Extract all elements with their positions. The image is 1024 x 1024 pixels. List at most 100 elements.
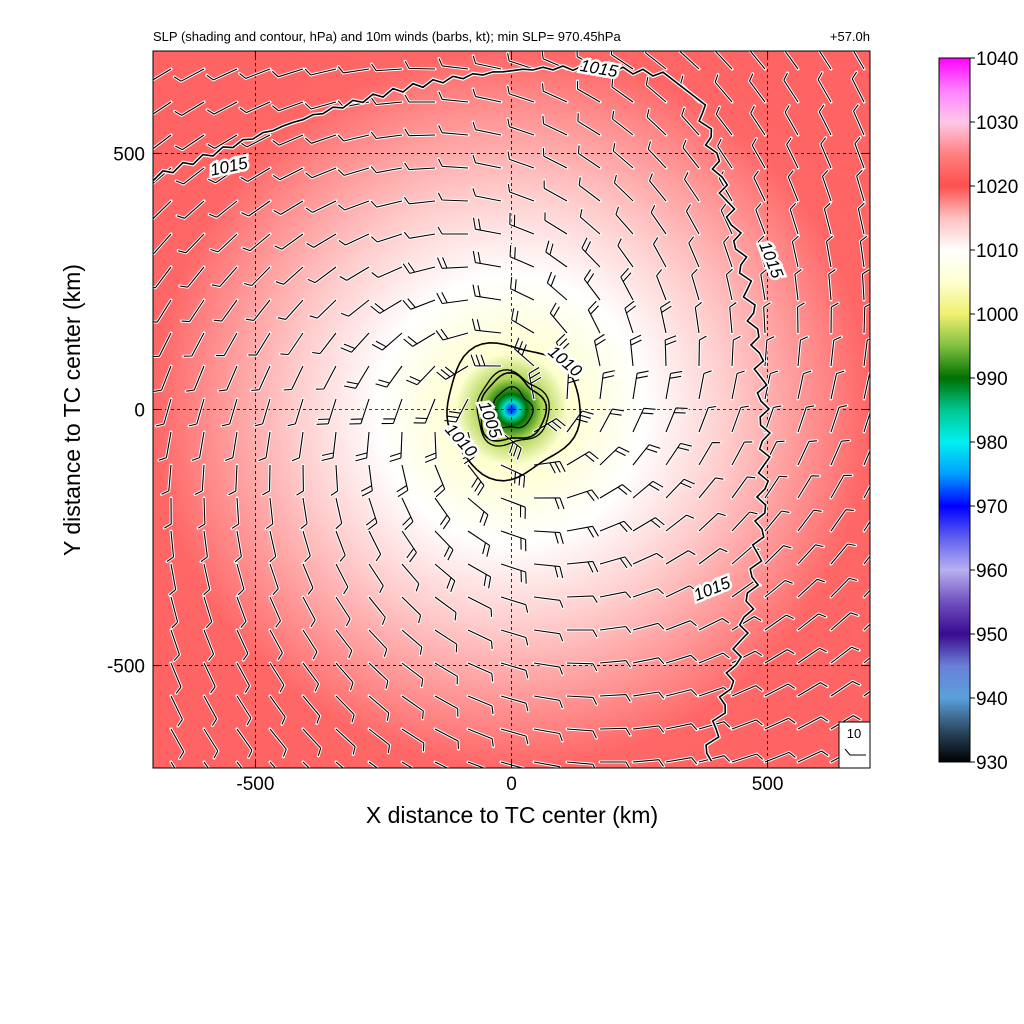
colorbar-tick-label: 1040 <box>976 49 1018 70</box>
wind-barb <box>566 662 598 672</box>
wind-barb <box>401 629 423 655</box>
wind-barb <box>764 683 796 697</box>
wind-barb <box>500 464 526 488</box>
y-axis-ticks: -500 0 500 <box>107 144 870 678</box>
wind-barb <box>797 578 825 598</box>
wind-barb <box>599 484 632 499</box>
wind-barb <box>370 166 403 174</box>
wind-barb <box>321 431 337 462</box>
wind-barb <box>335 728 356 755</box>
wind-barb <box>513 337 535 367</box>
wind-barb <box>269 662 285 693</box>
wind-barb <box>239 68 271 79</box>
wind-barb <box>863 623 870 631</box>
wind-barb <box>665 370 683 400</box>
wind-barb <box>200 530 208 563</box>
contour-inner-ring <box>491 386 534 429</box>
wind-barb <box>764 545 792 565</box>
colorbar: 1040 1030 1020 1010 1000 990 980 970 960 950 940 93… <box>938 49 1018 774</box>
wind-barb <box>197 497 206 529</box>
wind-barb <box>335 596 351 627</box>
wind-barb <box>434 497 451 530</box>
wind-barb <box>371 266 403 278</box>
wind-barb <box>720 203 733 235</box>
wind-barb <box>566 451 599 466</box>
wind-barb <box>183 332 205 357</box>
wind-barb <box>401 530 417 563</box>
wind-barb <box>170 695 183 727</box>
wind-barb <box>206 68 238 81</box>
wind-barb <box>830 680 861 697</box>
wind-barb <box>179 266 205 288</box>
wind-barb <box>509 245 535 268</box>
wind-barb <box>403 231 436 239</box>
wind-barb <box>764 579 793 598</box>
wind-barb <box>545 240 568 268</box>
wind-barb <box>467 530 491 557</box>
wind-barb <box>368 596 386 626</box>
wind-barb <box>435 328 469 341</box>
wind-barbs <box>153 51 870 768</box>
y-axis-label: Y distance to TC center (km) <box>59 264 85 556</box>
wind-barb <box>567 629 598 638</box>
wind-barb <box>610 51 634 70</box>
wind-barb <box>731 616 762 631</box>
wind-barb <box>248 332 271 356</box>
wind-barb <box>566 560 599 573</box>
wind-barb <box>797 544 824 565</box>
wind-barb <box>312 332 337 355</box>
wind-barb <box>269 596 282 628</box>
wind-barb <box>355 431 370 462</box>
wind-barb <box>305 167 337 179</box>
wind-barb <box>533 695 563 709</box>
wind-barb <box>723 235 733 268</box>
wind-barb <box>533 728 563 742</box>
wind-barb <box>599 694 631 702</box>
wind-barb <box>467 596 493 617</box>
wind-barb <box>368 761 379 768</box>
wind-barb <box>698 442 721 466</box>
wind-barb <box>269 530 277 563</box>
x-axis-label: X distance to TC center (km) <box>366 802 658 828</box>
wind-barb <box>533 629 564 642</box>
wind-barb <box>861 269 870 301</box>
wind-barb <box>470 354 502 367</box>
wind-barb <box>852 104 865 136</box>
wind-barb <box>434 530 454 561</box>
wind-barb <box>275 266 304 285</box>
wind-barb <box>438 58 469 70</box>
wind-barb <box>381 398 403 425</box>
colorbar-tick-label: 940 <box>976 689 1008 710</box>
wind-barb <box>368 530 382 562</box>
wind-barb <box>330 464 339 496</box>
wind-barb <box>404 128 436 137</box>
wind-barb <box>825 235 834 268</box>
wind-barb <box>272 101 304 112</box>
wind-barb <box>749 51 766 70</box>
wind-barb <box>153 134 172 150</box>
wind-barb <box>375 365 403 388</box>
wind-barb <box>343 365 370 389</box>
wind-barb <box>339 266 370 281</box>
wind-barb <box>665 654 698 664</box>
wind-barb <box>786 137 799 169</box>
wind-barb <box>698 335 707 367</box>
wind-barb <box>830 577 858 598</box>
wind-barb <box>401 695 424 719</box>
wind-barb <box>153 233 172 255</box>
wind-barb <box>349 398 370 425</box>
wind-barb <box>309 299 337 319</box>
wind-barb <box>434 596 457 621</box>
wind-barb <box>629 334 642 367</box>
wind-barb <box>433 464 446 498</box>
wind-barb <box>402 298 436 310</box>
wind-barb <box>830 370 845 400</box>
wind-barb <box>472 55 502 70</box>
wind-barb <box>863 589 870 598</box>
wind-barb <box>254 398 271 427</box>
wind-barb <box>438 91 469 103</box>
wind-barb <box>210 233 238 253</box>
wind-barb <box>715 106 733 136</box>
wind-barb <box>335 695 355 723</box>
wind-barb <box>679 51 700 70</box>
